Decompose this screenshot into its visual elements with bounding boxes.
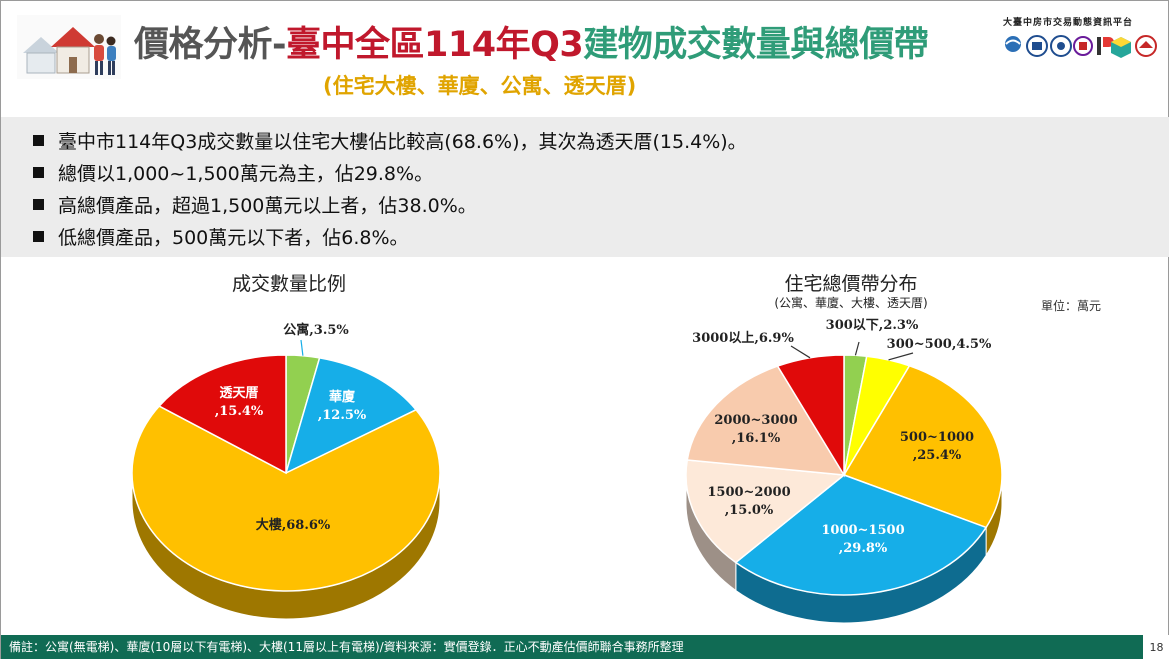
square-bullet-icon bbox=[33, 135, 44, 146]
page-subtitle: (住宅大樓、華廈、公寓、透天厝) bbox=[323, 74, 637, 98]
pie-top-faces bbox=[685, 354, 1003, 596]
pie-leader-line bbox=[854, 341, 860, 356]
pie-leader-line bbox=[888, 352, 914, 361]
pie-slice-1500~2000 bbox=[685, 459, 846, 564]
realty-logo-icon bbox=[1135, 35, 1157, 57]
pie-label-300~500: 300~500,4.5% bbox=[887, 337, 992, 352]
pie-slice-透天厝 bbox=[157, 354, 287, 475]
summary-text: 總價以1,000~1,500萬元為主，佔29.8%。 bbox=[58, 163, 434, 185]
pie-labels: 公寓,3.5% 華廈,12.5% 大樓,68.6% 透天厝,15.4% bbox=[215, 322, 367, 533]
summary-item: 總價以1,000~1,500萬元為主，佔29.8%。 bbox=[33, 158, 1169, 190]
square-bullet-icon bbox=[33, 231, 44, 242]
pie-slice-1000~1500 bbox=[734, 474, 988, 596]
pie-label-大樓: 大樓,68.6% bbox=[256, 517, 331, 533]
footer-note: 備註：公寓(無電梯)、華廈(10層以下有電梯)、大樓(11層以上有電梯)/資料來… bbox=[1, 635, 1143, 659]
pie-label-透天厝: 透天厝,15.4% bbox=[215, 386, 264, 419]
pie-leader-line bbox=[790, 345, 811, 359]
chart-title-count: 成交數量比例 bbox=[231, 273, 346, 295]
tuda-logo-icon bbox=[1005, 36, 1021, 52]
cube-logo-icon bbox=[1111, 37, 1131, 58]
association-logo-icon bbox=[1050, 35, 1072, 57]
pie-labels: 300以下,2.3% 300~500,4.5% 500~1000,25.4% 1000… bbox=[692, 318, 992, 556]
chart-title-price-band: 住宅總價帶分布 bbox=[784, 273, 918, 295]
school-logo-icon bbox=[1073, 36, 1093, 56]
pie-label-2000~3000: 2000~3000,16.1% bbox=[714, 413, 797, 446]
chart-subtitle-price-band: (公寓、華廈、大樓、透天厝) bbox=[774, 296, 928, 310]
house-family-illustration bbox=[17, 15, 121, 79]
pie-leader-line bbox=[300, 339, 304, 356]
pie-slice-500~1000 bbox=[842, 364, 1003, 529]
page-title: 價格分析-臺中全區114年Q3建物成交數量與總價帶 bbox=[134, 21, 929, 69]
summary-text: 高總價產品，超過1,500萬元以上者，佔38.0%。 bbox=[58, 195, 477, 217]
pie-label-500~1000: 500~1000,25.4% bbox=[900, 430, 974, 463]
pie-slice-大樓 bbox=[131, 405, 441, 592]
org-name: 大臺中房市交易動態資訊平台 bbox=[1003, 18, 1134, 28]
summary-item: 臺中市114年Q3成交數量以住宅大樓佔比較高(68.6%)，其次為透天厝(15.… bbox=[33, 126, 1169, 158]
pie-slice-2000~3000 bbox=[686, 365, 846, 476]
pie-label-華廈: 華廈,12.5% bbox=[318, 389, 367, 423]
pie-label-3000以上: 3000以上,6.9% bbox=[692, 331, 794, 346]
title-main: 價格分析- bbox=[134, 25, 287, 65]
pie-slice-華廈 bbox=[284, 356, 418, 475]
summary-text: 臺中市114年Q3成交數量以住宅大樓佔比較高(68.6%)，其次為透天厝(15.… bbox=[58, 131, 747, 153]
summary-item: 高總價產品，超過1,500萬元以上者，佔38.0%。 bbox=[33, 190, 1169, 222]
summary-list: 臺中市114年Q3成交數量以住宅大樓佔比較高(68.6%)，其次為透天厝(15.… bbox=[1, 117, 1169, 254]
pie-label-1500~2000: 1500~2000,15.0% bbox=[707, 485, 790, 518]
partner-logos bbox=[1005, 35, 1157, 58]
square-bullet-icon bbox=[33, 199, 44, 210]
pie-slice-3000以上 bbox=[776, 354, 845, 478]
summary-item: 低總價產品，500萬元以下者，佔6.8%。 bbox=[33, 222, 1169, 254]
pie-label-300以下: 300以下,2.3% bbox=[826, 318, 919, 333]
title-topic: 建物成交數量與總價帶 bbox=[583, 25, 929, 65]
summary-text: 低總價產品，500萬元以下者，佔6.8%。 bbox=[58, 227, 409, 249]
header: 價格分析-臺中全區114年Q3建物成交數量與總價帶 (住宅大樓、華廈、公寓、透天… bbox=[1, 1, 1169, 109]
title-region: 臺中全區114年Q3 bbox=[286, 25, 584, 65]
page-number: 18 bbox=[1143, 635, 1169, 659]
pie-label-1000~1500: 1000~1500,29.8% bbox=[821, 523, 904, 556]
summary-box: 臺中市114年Q3成交數量以住宅大樓佔比較高(68.6%)，其次為透天厝(15.… bbox=[1, 117, 1169, 257]
square-bullet-icon bbox=[33, 167, 44, 178]
pie-top-faces bbox=[131, 354, 441, 592]
pie-label-公寓: 公寓,3.5% bbox=[283, 322, 349, 338]
unit-label: 單位：萬元 bbox=[1041, 299, 1102, 313]
city-seal-icon bbox=[1026, 35, 1048, 57]
